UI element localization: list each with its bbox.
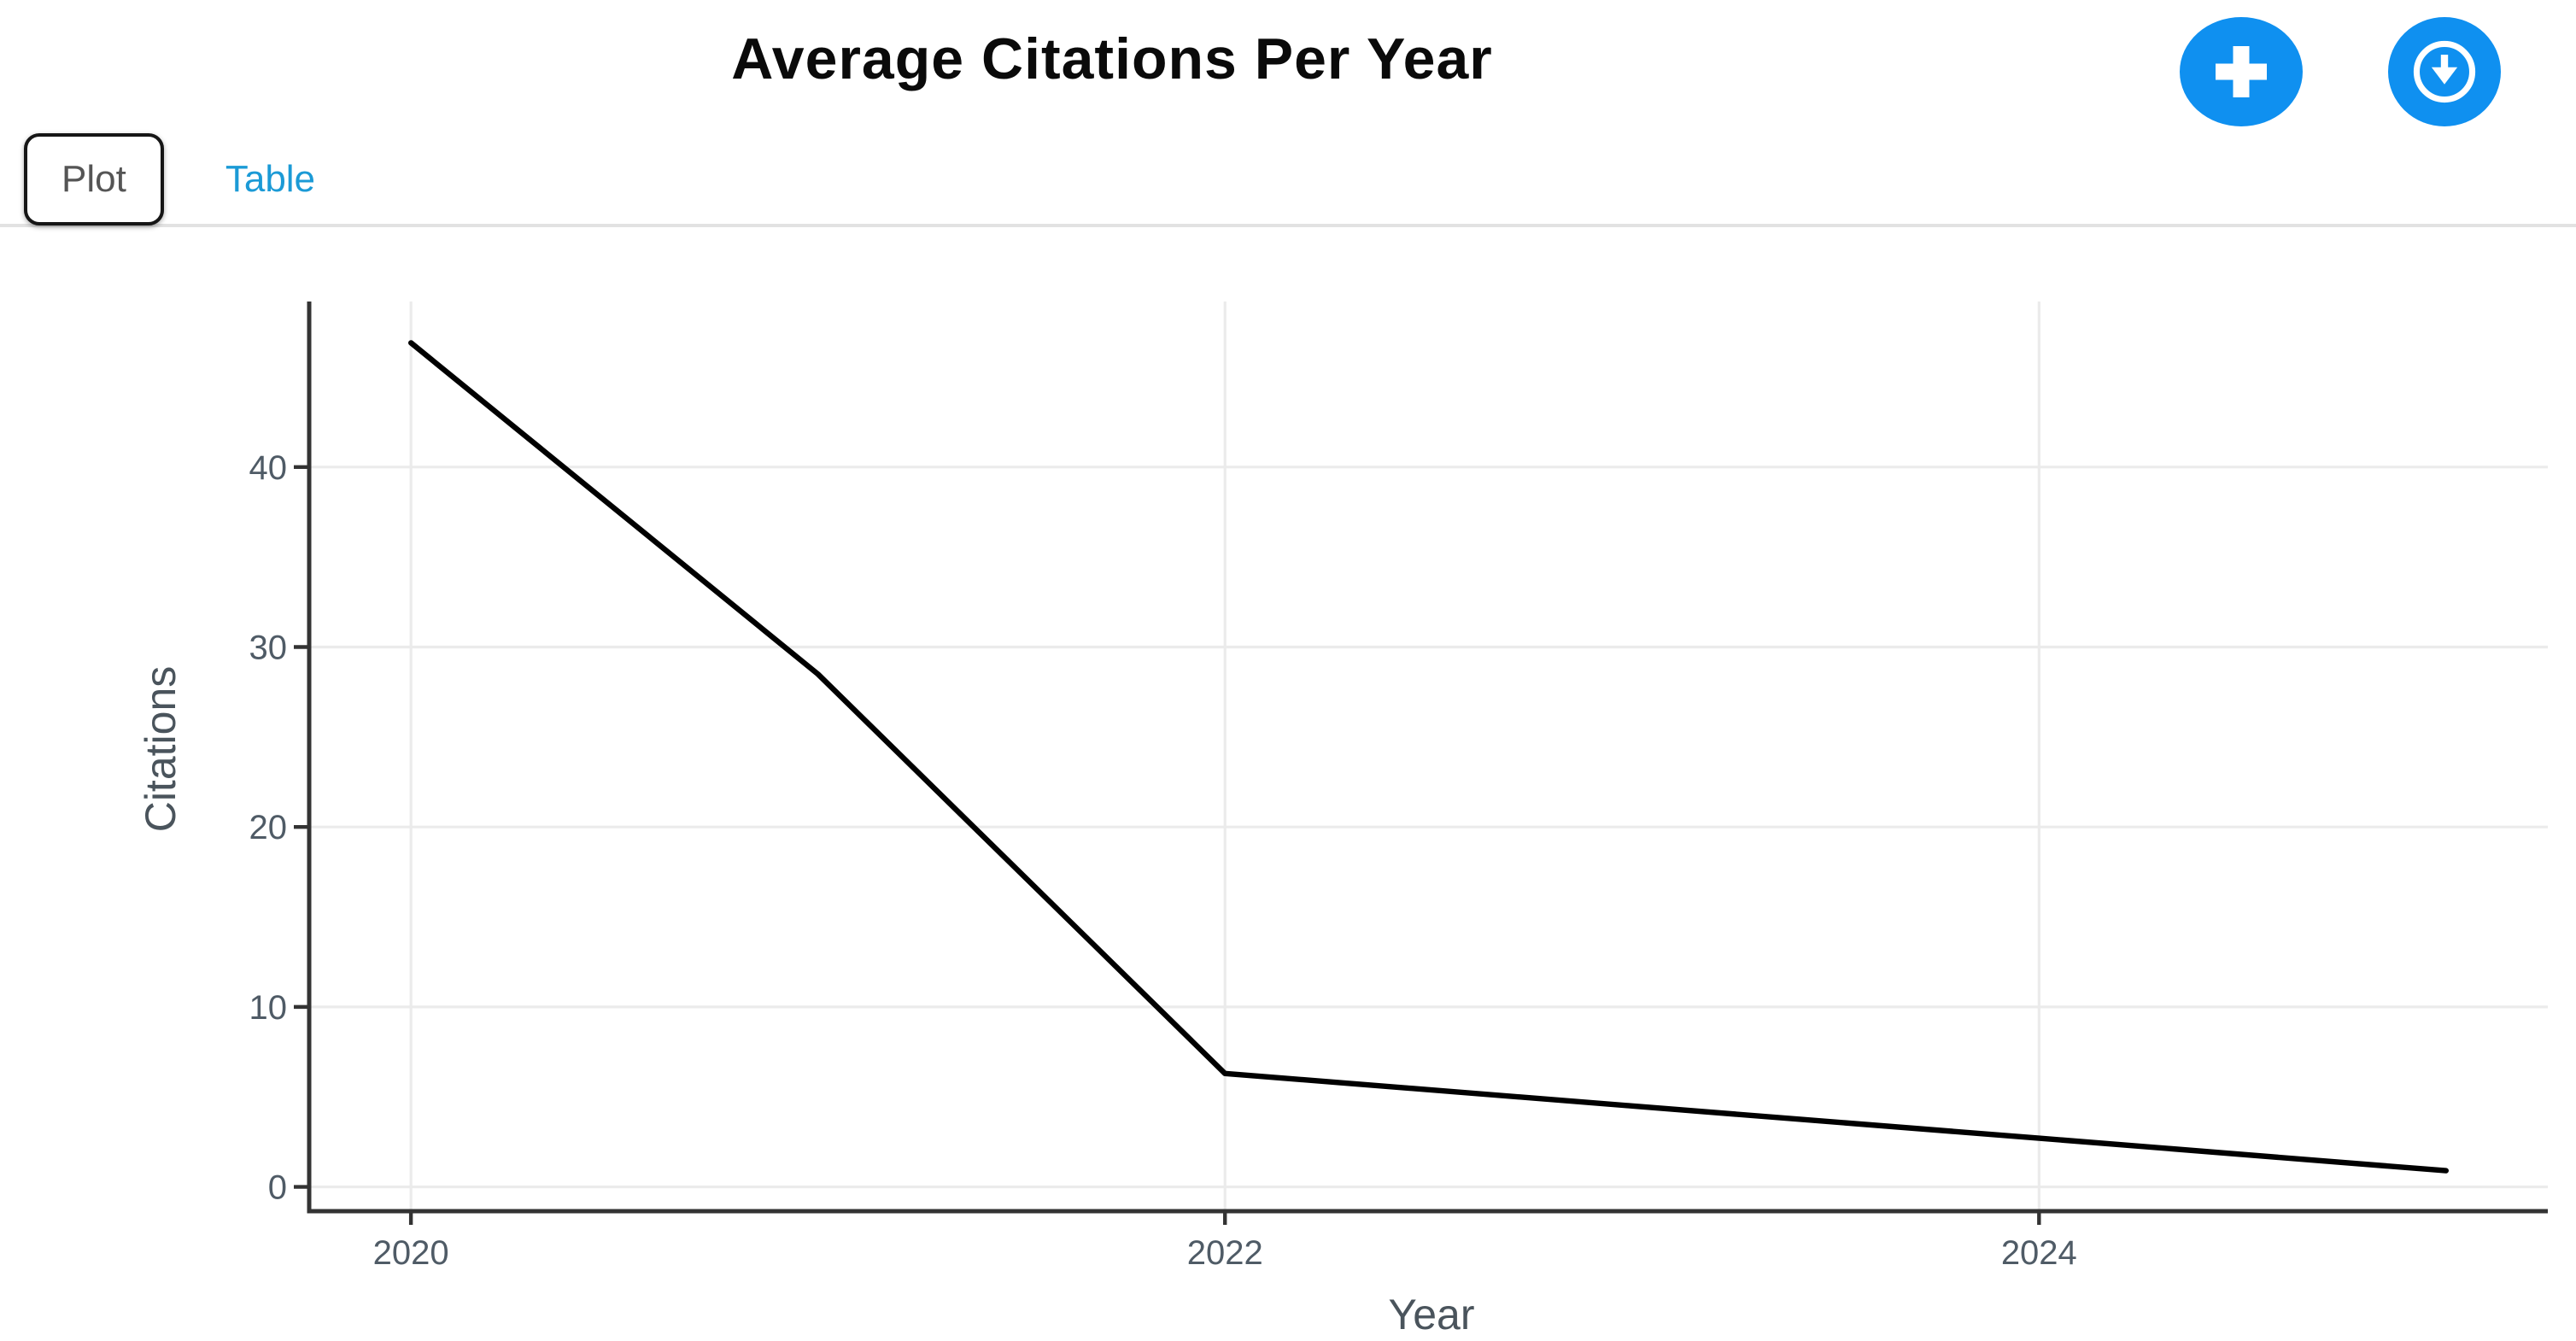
y-tick-label: 10 xyxy=(249,989,288,1027)
y-tick-label: 40 xyxy=(249,449,288,487)
y-axis-label: Citations xyxy=(138,665,185,833)
x-axis-label: Year xyxy=(1388,1291,1475,1339)
citations-series-line xyxy=(408,340,2450,1174)
tab-table[interactable]: Table xyxy=(219,137,322,222)
x-tick-label: 2024 xyxy=(2001,1234,2077,1272)
tab-plot[interactable]: Plot xyxy=(24,133,164,225)
y-tick-label: 20 xyxy=(249,809,288,846)
y-tick-label: 0 xyxy=(268,1169,287,1207)
tab-plot-label: Plot xyxy=(61,157,126,200)
plus-icon xyxy=(2216,46,2267,97)
download-button[interactable] xyxy=(2388,17,2501,126)
x-tick-label: 2022 xyxy=(1187,1234,1263,1272)
tab-divider xyxy=(0,224,2576,227)
add-button[interactable] xyxy=(2180,17,2303,126)
x-tick-label: 2020 xyxy=(373,1234,449,1272)
page-title: Average Citations Per Year xyxy=(731,27,1493,92)
tab-bar: Plot Table xyxy=(24,133,322,225)
download-icon xyxy=(2413,40,2476,103)
y-tick-label: 30 xyxy=(249,630,288,667)
